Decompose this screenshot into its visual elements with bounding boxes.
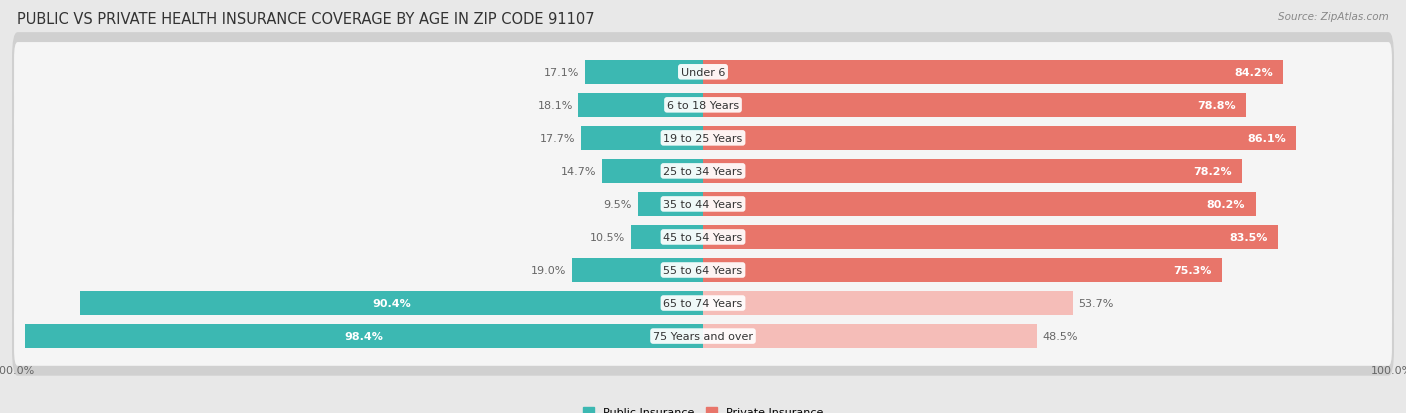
Bar [581, 127, 703, 150]
Text: Under 6: Under 6 [681, 68, 725, 78]
Bar [572, 259, 703, 282]
Text: 90.4%: 90.4% [373, 298, 411, 308]
Bar [703, 192, 1256, 216]
Text: 19 to 25 Years: 19 to 25 Years [664, 133, 742, 144]
FancyBboxPatch shape [14, 142, 1392, 201]
Bar [578, 94, 703, 117]
FancyBboxPatch shape [13, 33, 1393, 112]
Bar [703, 159, 1241, 183]
FancyBboxPatch shape [14, 109, 1392, 168]
Text: 78.8%: 78.8% [1197, 101, 1236, 111]
Text: 75 Years and over: 75 Years and over [652, 331, 754, 341]
FancyBboxPatch shape [13, 99, 1393, 178]
Text: 55 to 64 Years: 55 to 64 Years [664, 265, 742, 275]
Text: 17.7%: 17.7% [540, 133, 575, 144]
Text: 98.4%: 98.4% [344, 331, 384, 341]
Text: 83.5%: 83.5% [1230, 233, 1268, 242]
Bar [703, 127, 1296, 150]
Bar [637, 192, 703, 216]
Text: 65 to 74 Years: 65 to 74 Years [664, 298, 742, 308]
FancyBboxPatch shape [14, 274, 1392, 333]
Text: 75.3%: 75.3% [1173, 265, 1212, 275]
Text: 17.1%: 17.1% [544, 68, 579, 78]
Bar [703, 225, 1278, 249]
Text: Source: ZipAtlas.com: Source: ZipAtlas.com [1278, 12, 1389, 22]
Bar [585, 61, 703, 85]
Bar [703, 61, 1284, 85]
Bar [631, 225, 703, 249]
FancyBboxPatch shape [14, 43, 1392, 102]
FancyBboxPatch shape [13, 165, 1393, 244]
Bar [703, 324, 1038, 348]
Text: 35 to 44 Years: 35 to 44 Years [664, 199, 742, 209]
Text: 80.2%: 80.2% [1206, 199, 1246, 209]
Bar [703, 259, 1222, 282]
Text: 45 to 54 Years: 45 to 54 Years [664, 233, 742, 242]
Text: 48.5%: 48.5% [1043, 331, 1078, 341]
Text: 84.2%: 84.2% [1234, 68, 1272, 78]
FancyBboxPatch shape [14, 208, 1392, 267]
FancyBboxPatch shape [13, 264, 1393, 343]
FancyBboxPatch shape [13, 66, 1393, 145]
Text: 25 to 34 Years: 25 to 34 Years [664, 166, 742, 176]
FancyBboxPatch shape [13, 198, 1393, 277]
Text: PUBLIC VS PRIVATE HEALTH INSURANCE COVERAGE BY AGE IN ZIP CODE 91107: PUBLIC VS PRIVATE HEALTH INSURANCE COVER… [17, 12, 595, 27]
FancyBboxPatch shape [13, 297, 1393, 376]
Bar [703, 292, 1073, 315]
FancyBboxPatch shape [14, 306, 1392, 366]
Bar [80, 292, 703, 315]
Text: 78.2%: 78.2% [1192, 166, 1232, 176]
Bar [25, 324, 703, 348]
Bar [703, 94, 1246, 117]
FancyBboxPatch shape [13, 231, 1393, 310]
Text: 53.7%: 53.7% [1078, 298, 1114, 308]
FancyBboxPatch shape [14, 76, 1392, 135]
FancyBboxPatch shape [14, 175, 1392, 234]
Text: 14.7%: 14.7% [561, 166, 596, 176]
Legend: Public Insurance, Private Insurance: Public Insurance, Private Insurance [579, 403, 827, 413]
Text: 9.5%: 9.5% [603, 199, 633, 209]
Bar [602, 159, 703, 183]
FancyBboxPatch shape [13, 132, 1393, 211]
FancyBboxPatch shape [14, 241, 1392, 300]
Text: 18.1%: 18.1% [537, 101, 572, 111]
Text: 19.0%: 19.0% [531, 265, 567, 275]
Text: 10.5%: 10.5% [591, 233, 626, 242]
Text: 86.1%: 86.1% [1247, 133, 1286, 144]
Text: 6 to 18 Years: 6 to 18 Years [666, 101, 740, 111]
